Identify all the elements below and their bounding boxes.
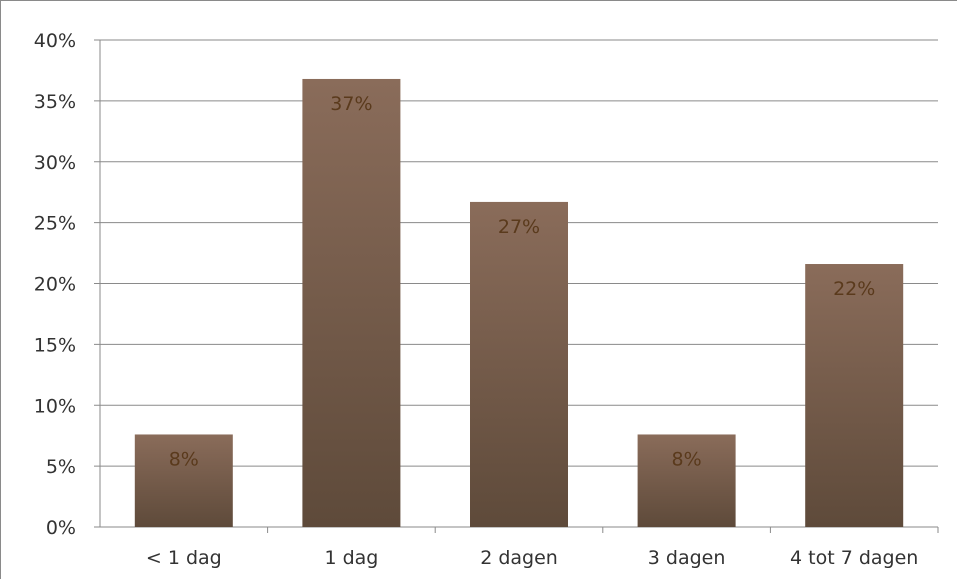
y-axis-tick-labels: 0% 5% 10% 15% 20% 25% 30% 35% 40% (34, 30, 76, 539)
y-tick-label: 30% (34, 152, 76, 174)
x-tick-label: 1 dag (324, 547, 378, 569)
x-tick-label: 4 tot 7 dagen (790, 547, 918, 569)
x-tick-label: 2 dagen (480, 547, 558, 569)
data-label: 37% (330, 93, 372, 115)
y-tick-label: 10% (34, 395, 76, 417)
data-label: 27% (498, 216, 540, 238)
bar (302, 78, 401, 528)
bar (134, 434, 233, 527)
y-tick-label: 15% (34, 334, 76, 356)
bar (637, 434, 736, 527)
bars (134, 78, 904, 528)
bar (470, 201, 568, 528)
y-tick-label: 40% (34, 30, 76, 52)
y-tick-label: 35% (34, 91, 76, 113)
data-label: 8% (169, 448, 199, 470)
x-tick-label: 3 dagen (648, 547, 726, 569)
y-tick-label: 5% (46, 456, 76, 478)
data-label: 22% (833, 278, 875, 300)
x-tick-label: < 1 dag (146, 547, 222, 569)
y-tick-label: 20% (34, 274, 76, 296)
data-labels: 8% 37% 27% 8% 22% (169, 93, 876, 471)
data-label: 8% (672, 448, 702, 470)
y-tick-label: 25% (34, 213, 76, 235)
bar (805, 264, 904, 527)
y-tick-label: 0% (46, 517, 76, 539)
x-axis-tick-labels: < 1 dag 1 dag 2 dagen 3 dagen 4 tot 7 dagen (146, 547, 918, 569)
